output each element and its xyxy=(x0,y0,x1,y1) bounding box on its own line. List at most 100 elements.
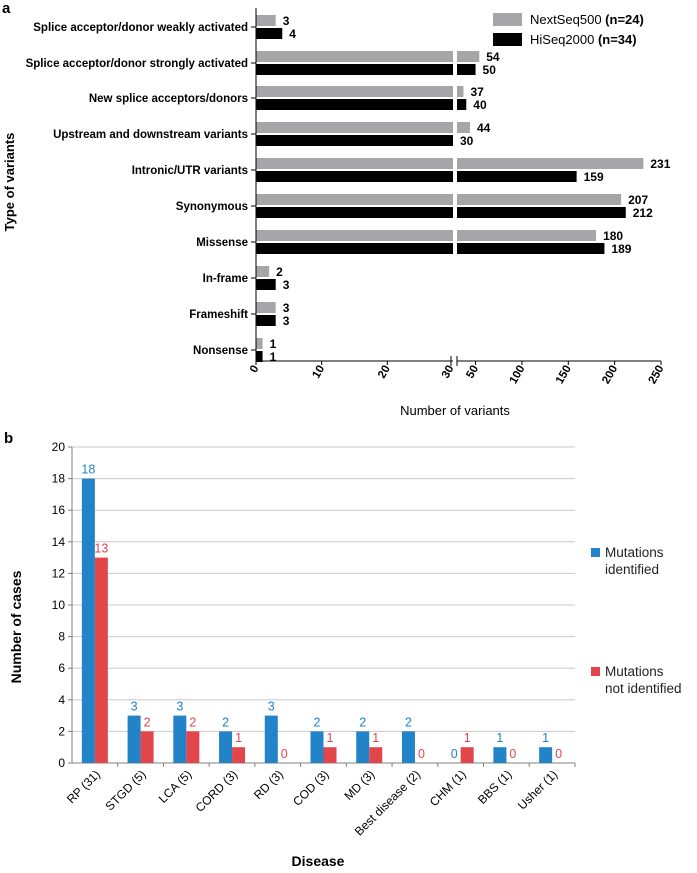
panel-a-label: a xyxy=(2,0,11,17)
data-label: 18 xyxy=(81,463,95,477)
bar-identified xyxy=(493,747,507,763)
data-label: 3 xyxy=(283,301,290,315)
bar-nextseq500 xyxy=(457,158,644,169)
legend-label: identified xyxy=(605,562,659,577)
data-label: 0 xyxy=(509,747,516,761)
x-tick-label: 50 xyxy=(464,364,481,381)
variants-bar-chart: Splice acceptor/donor weakly activated 34… xyxy=(26,8,671,386)
legend-label: Mutations xyxy=(605,545,664,560)
data-label: 1 xyxy=(496,731,503,745)
bar-hiseq2000 xyxy=(256,207,453,218)
bar-nextseq500 xyxy=(256,51,453,62)
bar-not-identified xyxy=(460,747,474,763)
data-label: 2 xyxy=(276,265,283,279)
x-tick-label: 200 xyxy=(600,364,620,387)
x-tick-label: RD (3) xyxy=(251,767,286,802)
x-tick-label: RP (31) xyxy=(64,767,103,806)
data-label: 2 xyxy=(222,715,229,729)
y-tick-label: 2 xyxy=(58,724,65,738)
bar-nextseq500 xyxy=(256,15,276,26)
bar-not-identified xyxy=(94,557,108,763)
bar-hiseq2000 xyxy=(256,64,453,75)
bar-hiseq2000 xyxy=(457,171,577,182)
data-label: 3 xyxy=(131,700,138,714)
category-label: In-frame xyxy=(203,273,248,285)
data-label: 30 xyxy=(460,134,474,148)
category-label: Upstream and downstream variants xyxy=(53,129,248,141)
data-label: 0 xyxy=(281,747,288,761)
category-label: Splice acceptor/donor weakly activated xyxy=(33,22,248,34)
bar-nextseq500 xyxy=(256,230,453,241)
x-tick-label: 0 xyxy=(248,364,262,376)
y-tick-label: 8 xyxy=(58,630,65,644)
bar-not-identified xyxy=(140,731,154,763)
data-label: 3 xyxy=(268,700,275,714)
data-label: 0 xyxy=(451,747,458,761)
data-label: 40 xyxy=(473,98,487,112)
bar-not-identified xyxy=(369,747,383,763)
bar-hiseq2000 xyxy=(256,315,276,326)
category-label: Intronic/UTR variants xyxy=(132,165,248,177)
bar-identified xyxy=(173,715,187,763)
y-tick-label: 12 xyxy=(52,566,66,580)
bar-hiseq2000 xyxy=(457,99,467,110)
bar-identified xyxy=(310,731,324,763)
x-tick-label: CORD (3) xyxy=(193,767,241,815)
data-label: 4 xyxy=(289,27,296,41)
data-label: 54 xyxy=(486,50,500,64)
y-tick-label: 16 xyxy=(52,503,66,517)
data-label: 212 xyxy=(633,206,653,220)
data-label: 1 xyxy=(372,731,379,745)
category-label: Synonymous xyxy=(176,201,248,213)
legend-label: not identified xyxy=(605,681,682,696)
x-tick-label: 10 xyxy=(310,364,327,381)
y-tick-label: 4 xyxy=(58,693,65,707)
data-label: 3 xyxy=(283,314,290,328)
chart-b-x-axis-title: Disease xyxy=(292,853,345,869)
bar-nextseq500 xyxy=(457,86,464,97)
bar-hiseq2000 xyxy=(256,28,283,39)
bar-hiseq2000 xyxy=(256,279,276,290)
chart-a-y-axis-title: Type of variants xyxy=(2,133,17,232)
panel-b-label: b xyxy=(4,430,13,447)
x-tick-label: CHM (1) xyxy=(427,767,469,809)
data-label: 3 xyxy=(176,700,183,714)
bar-hiseq2000 xyxy=(256,351,263,362)
bar-hiseq2000 xyxy=(256,243,453,254)
bar-identified xyxy=(81,478,95,763)
data-label: 189 xyxy=(611,242,631,256)
bar-hiseq2000 xyxy=(457,243,605,254)
category-label: Missense xyxy=(196,237,248,249)
data-label: 231 xyxy=(650,157,670,171)
x-tick-label: LCA (5) xyxy=(156,767,195,806)
data-label: 44 xyxy=(477,121,491,135)
data-label: 0 xyxy=(555,747,562,761)
data-label: 3 xyxy=(283,14,290,28)
bar-nextseq500 xyxy=(256,266,270,277)
x-tick-label: 30 xyxy=(440,364,457,381)
legend-swatch xyxy=(591,667,600,676)
x-tick-label: COD (3) xyxy=(290,767,331,808)
x-tick-label: BBS (1) xyxy=(475,767,515,807)
legend-swatch xyxy=(493,33,522,46)
data-label: 2 xyxy=(189,715,196,729)
data-label: 1 xyxy=(327,731,334,745)
bar-hiseq2000 xyxy=(457,64,476,75)
bar-hiseq2000 xyxy=(256,171,453,182)
x-tick-label: MD (3) xyxy=(342,767,378,803)
bar-nextseq500 xyxy=(457,194,622,205)
chart-b-y-axis-title: Number of cases xyxy=(8,570,24,683)
legend-label: NextSeq500 (n=24) xyxy=(530,12,644,27)
y-tick-label: 10 xyxy=(52,598,66,612)
x-tick-label: 20 xyxy=(376,364,393,381)
y-tick-label: 6 xyxy=(58,661,65,675)
bar-nextseq500 xyxy=(256,338,263,349)
data-label: 2 xyxy=(359,715,366,729)
bar-identified xyxy=(539,747,553,763)
data-label: 37 xyxy=(470,85,484,99)
bar-identified xyxy=(401,731,415,763)
data-label: 13 xyxy=(94,542,108,556)
bar-nextseq500 xyxy=(256,122,453,133)
y-tick-label: 14 xyxy=(52,535,66,549)
